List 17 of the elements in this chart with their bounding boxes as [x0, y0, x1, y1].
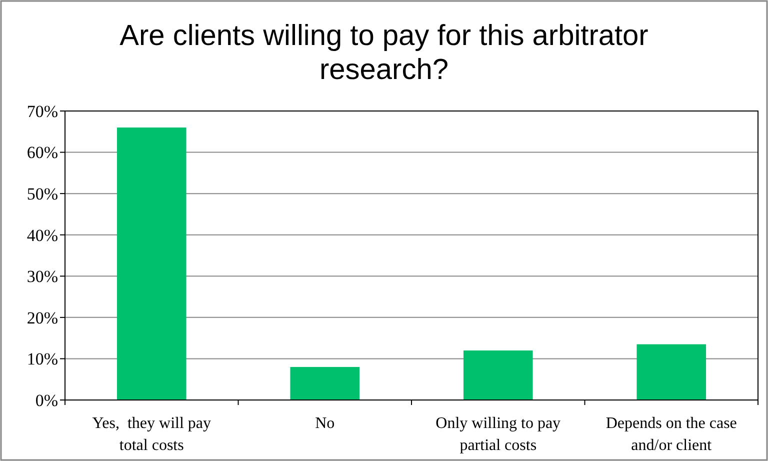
y-tick-label: 30%	[26, 267, 58, 286]
x-tick-label: Only willing to pay partial costs	[436, 415, 561, 454]
x-tick-label: No	[315, 415, 335, 432]
y-tick-label: 60%	[26, 143, 58, 162]
bar	[636, 344, 706, 400]
chart-title: Are clients willing to pay for this arbitrator research?	[120, 20, 649, 86]
x-tick-label: Depends on the case and/or client	[606, 415, 737, 454]
x-tick-label: Yes, they will pay total costs	[92, 415, 212, 454]
bar	[116, 128, 186, 400]
bar	[463, 350, 533, 400]
y-tick-label: 10%	[26, 350, 58, 369]
y-tick-label: 0%	[35, 390, 58, 410]
y-tick-label: 40%	[26, 226, 58, 245]
y-tick-label: 20%	[26, 308, 58, 328]
y-tick-label: 50%	[26, 184, 58, 204]
bar	[290, 366, 360, 400]
y-tick-label: 70%	[26, 102, 58, 121]
